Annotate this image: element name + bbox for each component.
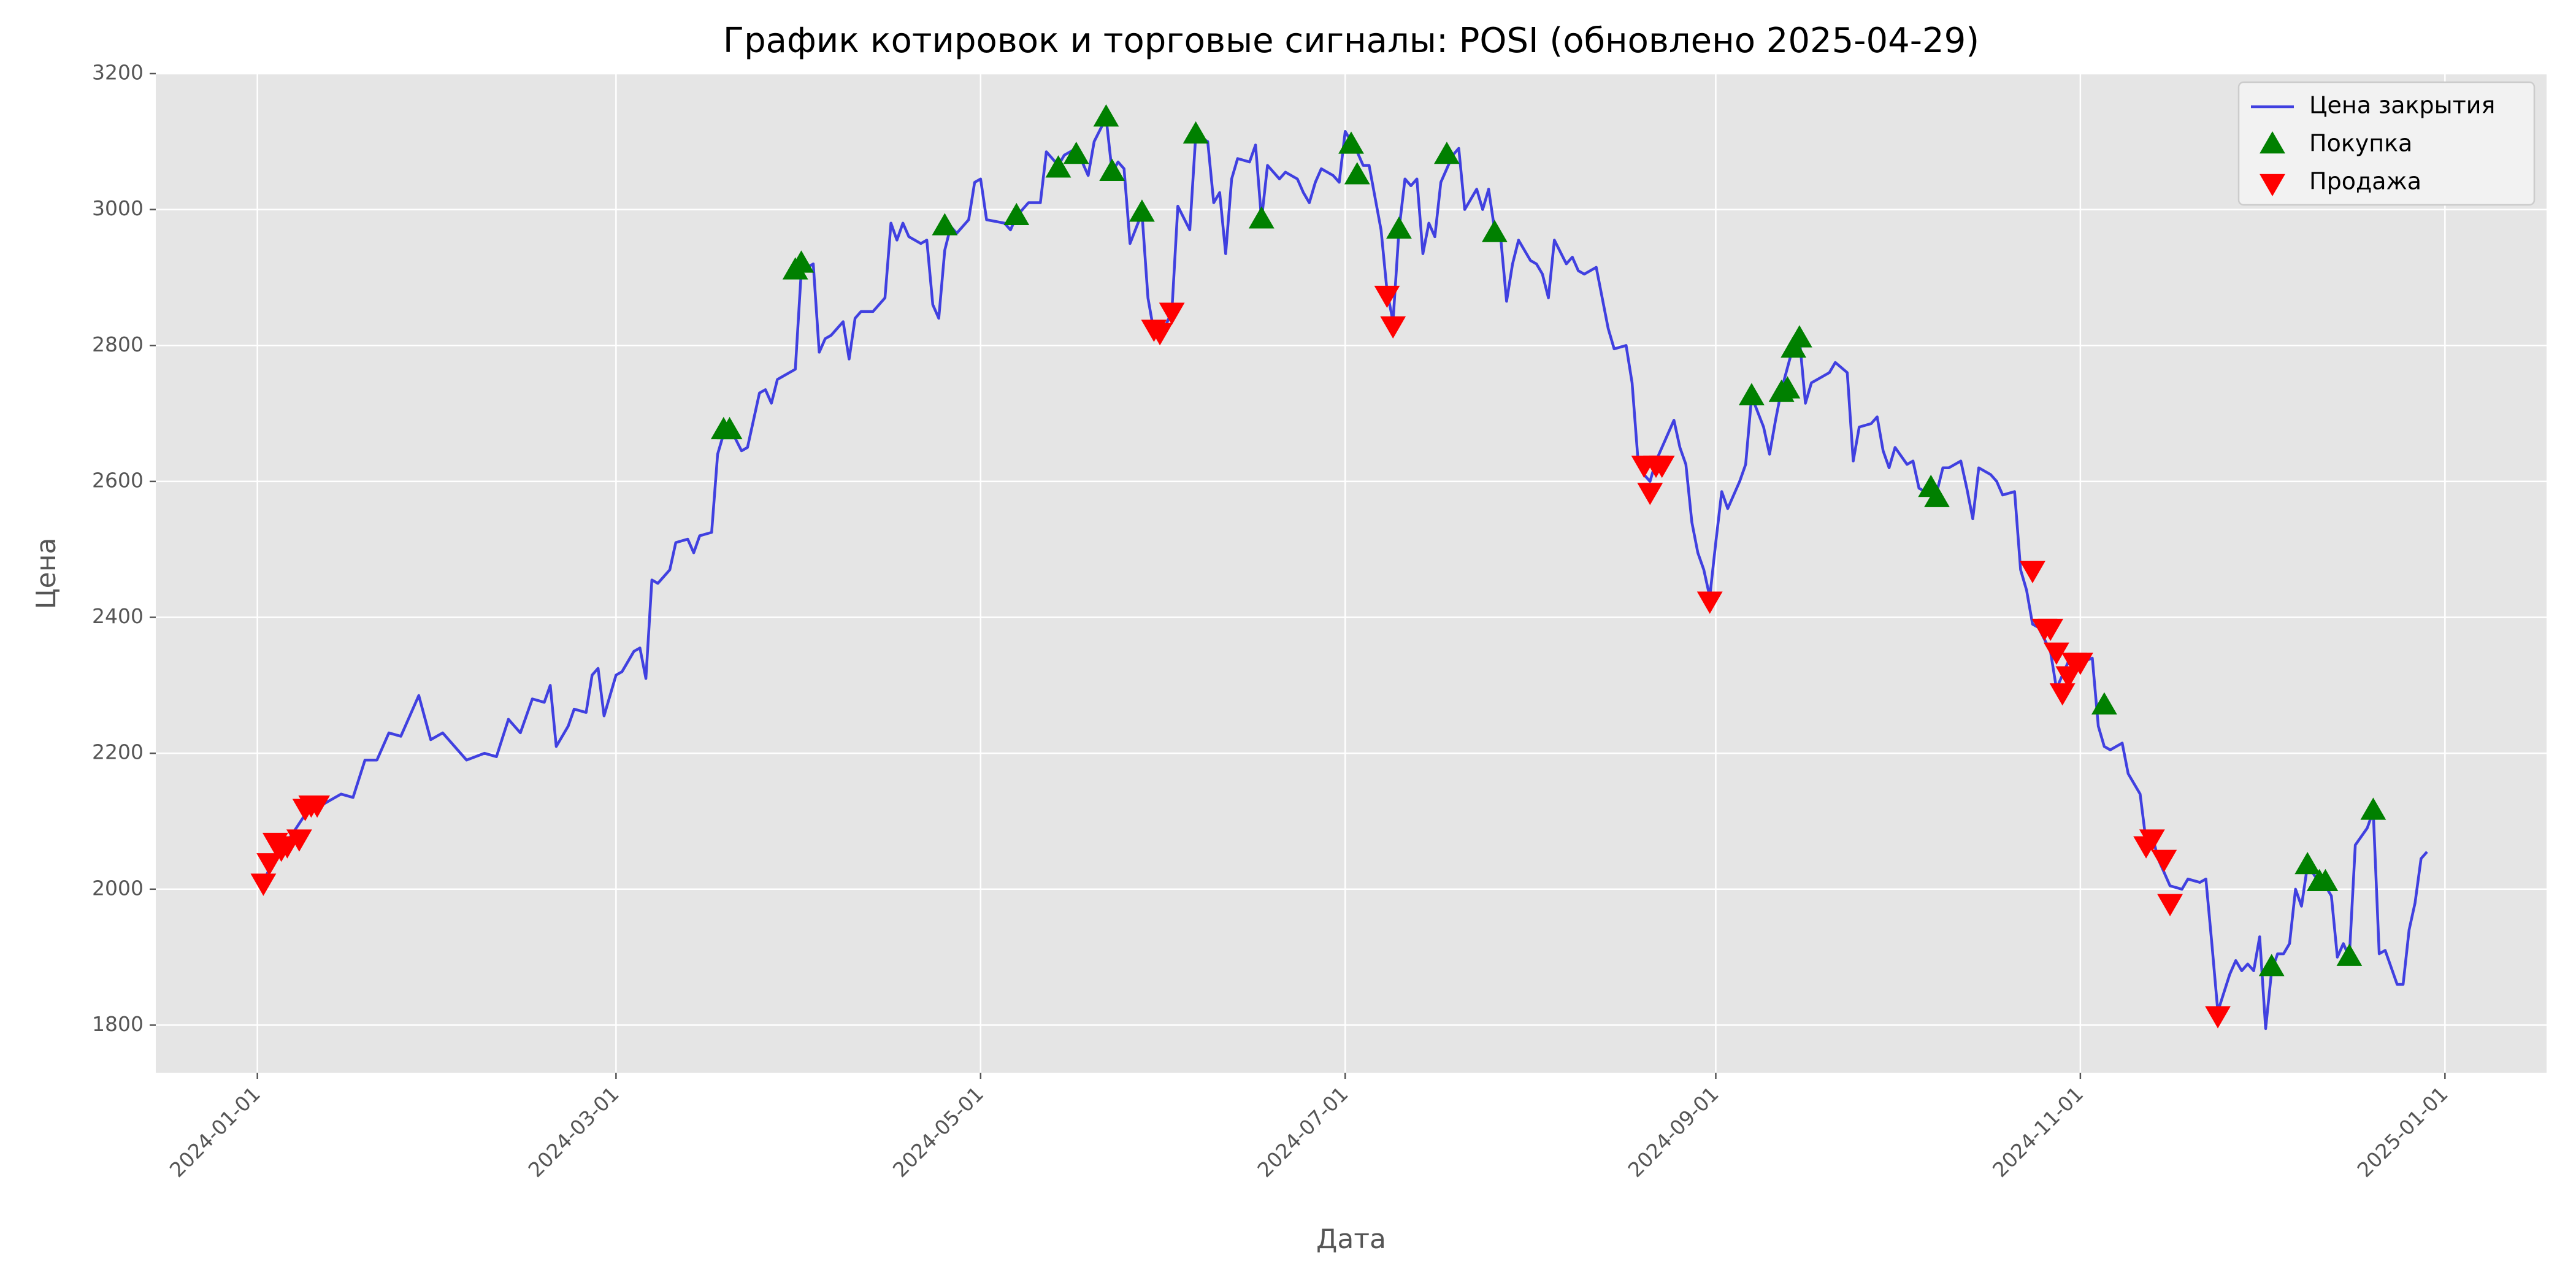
chart-title: График котировок и торговые сигналы: POS… [723, 21, 1979, 61]
buy-marker [1434, 141, 1460, 164]
sell-marker [1649, 455, 1675, 478]
legend-label: Покупка [2309, 130, 2412, 157]
buy-marker [1129, 199, 1155, 222]
sell-marker [2067, 653, 2093, 675]
sell-marker [2205, 1006, 2231, 1029]
marks [250, 104, 2428, 1030]
sell-marker [1159, 302, 1185, 325]
plot-area [156, 74, 2547, 1073]
buy-marker [1386, 216, 1412, 239]
y-tick-label: 2000 [92, 876, 144, 900]
sell-marker [2044, 642, 2069, 665]
buy-marker [1045, 155, 1071, 178]
y-tick-label: 2600 [92, 468, 144, 492]
sell-marker [2049, 683, 2076, 706]
buy-marker [1924, 485, 1950, 507]
buy-marker [1099, 158, 1125, 181]
buy-marker [788, 250, 815, 273]
sell-marker [2139, 829, 2165, 852]
sell-marker [256, 853, 283, 876]
buy-marker [716, 416, 743, 440]
sell-marker [2151, 849, 2177, 872]
sell-marker [1637, 483, 1663, 505]
sell-marker [286, 829, 312, 852]
legend-label: Цена закрытия [2309, 92, 2495, 119]
legend-swatch [2260, 131, 2285, 154]
sell-marker [250, 873, 277, 896]
y-tick-label: 2800 [92, 332, 144, 356]
x-tick-label: 2024-05-01 [888, 1082, 988, 1182]
buy-marker [2312, 868, 2339, 892]
sell-marker [1380, 316, 1406, 339]
sell-marker [1147, 323, 1173, 346]
buy-marker [1003, 202, 1030, 226]
legend-box [2237, 81, 2536, 206]
buy-marker [1481, 220, 1508, 242]
legend-swatch [2260, 174, 2285, 196]
sell-marker [1696, 591, 1723, 614]
buy-marker [1774, 376, 1801, 399]
x-axis-label: Дата [1316, 1224, 1386, 1255]
y-axis-label: Цена [31, 538, 62, 610]
buy-marker [1183, 121, 1209, 144]
buy-marker [2336, 943, 2363, 966]
sell-marker [2157, 894, 2183, 916]
y-tick-label: 2400 [92, 604, 144, 628]
legend-label: Продажа [2309, 168, 2421, 195]
x-tick-label: 2025-01-01 [2353, 1082, 2453, 1182]
buy-marker [1344, 162, 1370, 185]
x-tick-label: 2024-11-01 [1988, 1082, 2088, 1182]
buy-marker [1248, 206, 1275, 229]
buy-marker [2258, 954, 2285, 976]
buy-marker [1786, 325, 1812, 348]
buy-marker [932, 213, 958, 236]
sell-marker [304, 795, 331, 818]
buy-marker [1063, 141, 1089, 164]
x-tick-label: 2024-03-01 [524, 1082, 624, 1182]
sell-marker [2020, 561, 2045, 583]
buy-marker [2360, 797, 2386, 820]
x-tick-label: 2024-01-01 [165, 1082, 265, 1182]
sell-marker [2037, 618, 2064, 642]
buy-marker [1739, 383, 1765, 405]
y-tick-label: 3200 [92, 61, 144, 85]
x-tick-label: 2024-09-01 [1623, 1082, 1723, 1182]
buy-marker [1093, 104, 1119, 127]
y-tick-label: 3000 [92, 196, 144, 220]
y-tick-label: 2200 [92, 740, 144, 764]
y-tick-label: 1800 [92, 1012, 144, 1036]
buy-marker [2294, 852, 2321, 875]
legend: Цена закрытия Покупка Продажа [2237, 81, 2536, 206]
buy-marker [1338, 131, 1364, 154]
sell-marker [1374, 285, 1400, 309]
x-tick-label: 2024-07-01 [1252, 1082, 1352, 1182]
buy-marker [2091, 692, 2117, 715]
